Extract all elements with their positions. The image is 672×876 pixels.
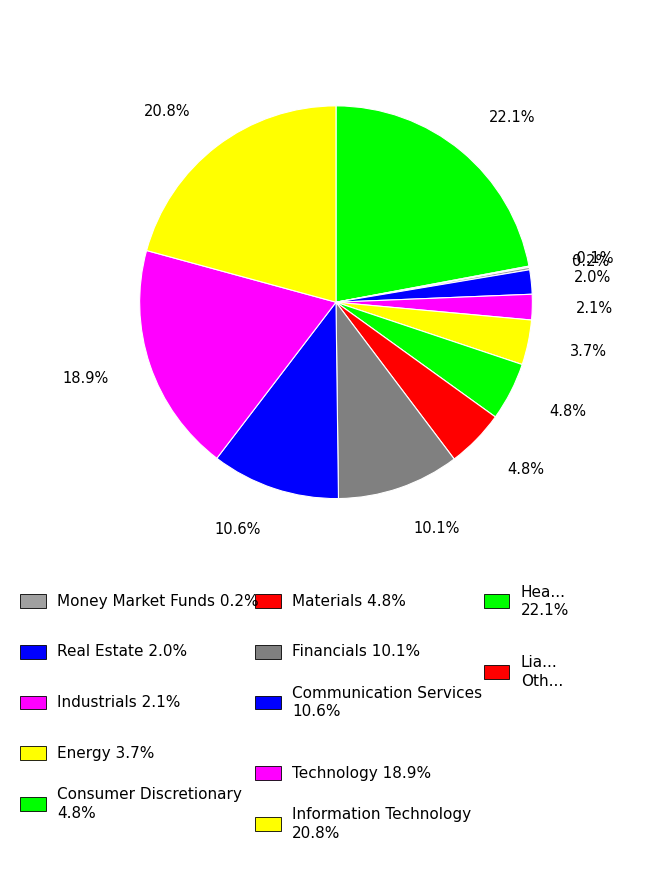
Text: 20.8%: 20.8%: [144, 104, 191, 119]
Bar: [255, 595, 281, 608]
Text: Financials 10.1%: Financials 10.1%: [292, 645, 421, 660]
Bar: [255, 645, 281, 659]
Text: 22.1%: 22.1%: [489, 110, 536, 125]
Wedge shape: [146, 106, 336, 302]
Bar: [20, 645, 46, 659]
Wedge shape: [217, 302, 339, 498]
Wedge shape: [140, 251, 336, 458]
Text: 4.8%: 4.8%: [549, 404, 586, 419]
Wedge shape: [336, 302, 522, 417]
Text: 4.8%: 4.8%: [507, 463, 544, 477]
Text: Real Estate 2.0%: Real Estate 2.0%: [57, 645, 187, 660]
Wedge shape: [336, 267, 530, 302]
Bar: [255, 766, 281, 781]
Text: Communication Services
10.6%: Communication Services 10.6%: [292, 686, 482, 719]
Wedge shape: [336, 302, 532, 364]
Text: Consumer Discretionary
4.8%: Consumer Discretionary 4.8%: [57, 787, 242, 821]
Text: Technology 18.9%: Technology 18.9%: [292, 766, 431, 781]
Text: 10.6%: 10.6%: [214, 522, 261, 537]
Text: Energy 3.7%: Energy 3.7%: [57, 745, 155, 760]
Bar: [484, 665, 509, 679]
Text: Materials 4.8%: Materials 4.8%: [292, 594, 406, 609]
Text: 3.7%: 3.7%: [571, 344, 607, 359]
Bar: [20, 746, 46, 760]
Wedge shape: [336, 294, 532, 320]
Text: 0.2%: 0.2%: [572, 254, 610, 269]
Wedge shape: [336, 106, 529, 302]
Bar: [484, 595, 509, 608]
Text: Industrials 2.1%: Industrials 2.1%: [57, 695, 181, 710]
Bar: [255, 817, 281, 831]
Text: -0.1%: -0.1%: [572, 251, 614, 266]
Bar: [20, 797, 46, 810]
Wedge shape: [336, 266, 530, 302]
Bar: [255, 696, 281, 710]
Wedge shape: [336, 302, 454, 498]
Text: 2.1%: 2.1%: [575, 300, 613, 315]
Text: 10.1%: 10.1%: [413, 521, 460, 536]
Bar: [20, 696, 46, 710]
Wedge shape: [336, 302, 495, 459]
Bar: [20, 595, 46, 608]
Wedge shape: [336, 270, 532, 302]
Text: Money Market Funds 0.2%: Money Market Funds 0.2%: [57, 594, 259, 609]
Text: Lia...
Oth...: Lia... Oth...: [521, 655, 563, 689]
Text: Hea...
22.1%: Hea... 22.1%: [521, 584, 569, 618]
Text: Information Technology
20.8%: Information Technology 20.8%: [292, 807, 472, 841]
Text: 2.0%: 2.0%: [575, 270, 612, 285]
Text: 18.9%: 18.9%: [62, 371, 109, 386]
